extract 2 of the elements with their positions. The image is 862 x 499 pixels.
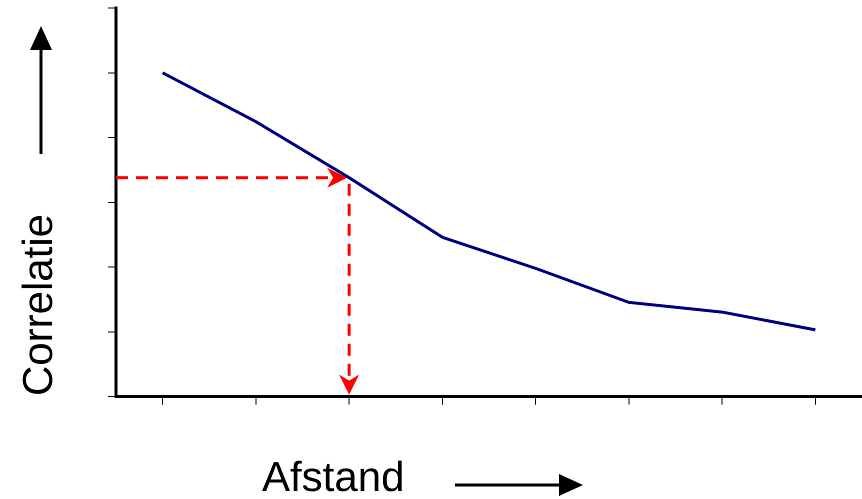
x-axis-title: Afstand (262, 453, 404, 499)
y-axis-title: Correlatie (14, 214, 61, 396)
